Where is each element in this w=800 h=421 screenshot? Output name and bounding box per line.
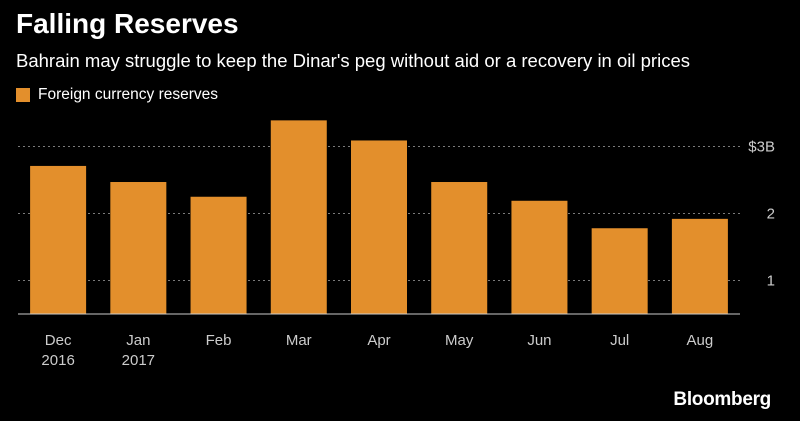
bar — [511, 200, 568, 314]
bar — [30, 165, 87, 314]
x-tick-label: Dec — [45, 332, 72, 349]
chart-title: Falling Reserves — [16, 8, 239, 39]
y-tick-label: 2 — [767, 206, 775, 223]
x-tick-label: Jun — [527, 332, 551, 349]
bloomberg-logo: Bloomberg — [673, 389, 771, 410]
bar — [591, 228, 648, 314]
bar — [431, 182, 488, 314]
legend-swatch — [16, 88, 30, 102]
x-tick-label: 2016 — [41, 352, 74, 369]
y-tick-label: 1 — [767, 273, 775, 290]
x-tick-label: 2017 — [122, 352, 155, 369]
x-tick-label: Jan — [126, 332, 150, 349]
bar — [190, 196, 247, 314]
bar — [351, 140, 407, 314]
y-tick-label: $3B — [748, 139, 775, 156]
x-tick-label: Mar — [286, 332, 312, 349]
bar — [671, 218, 728, 314]
chart-subtitle: Bahrain may struggle to keep the Dinar's… — [16, 50, 690, 71]
x-tick-label: Aug — [687, 332, 714, 349]
x-tick-label: Jul — [610, 332, 629, 349]
legend-label: Foreign currency reserves — [38, 86, 219, 103]
x-tick-label: Apr — [367, 332, 390, 349]
x-tick-label: May — [445, 332, 474, 349]
legend: Foreign currency reserves — [16, 86, 218, 104]
bar — [270, 120, 327, 315]
bar — [110, 182, 167, 314]
x-tick-label: Feb — [206, 332, 232, 349]
